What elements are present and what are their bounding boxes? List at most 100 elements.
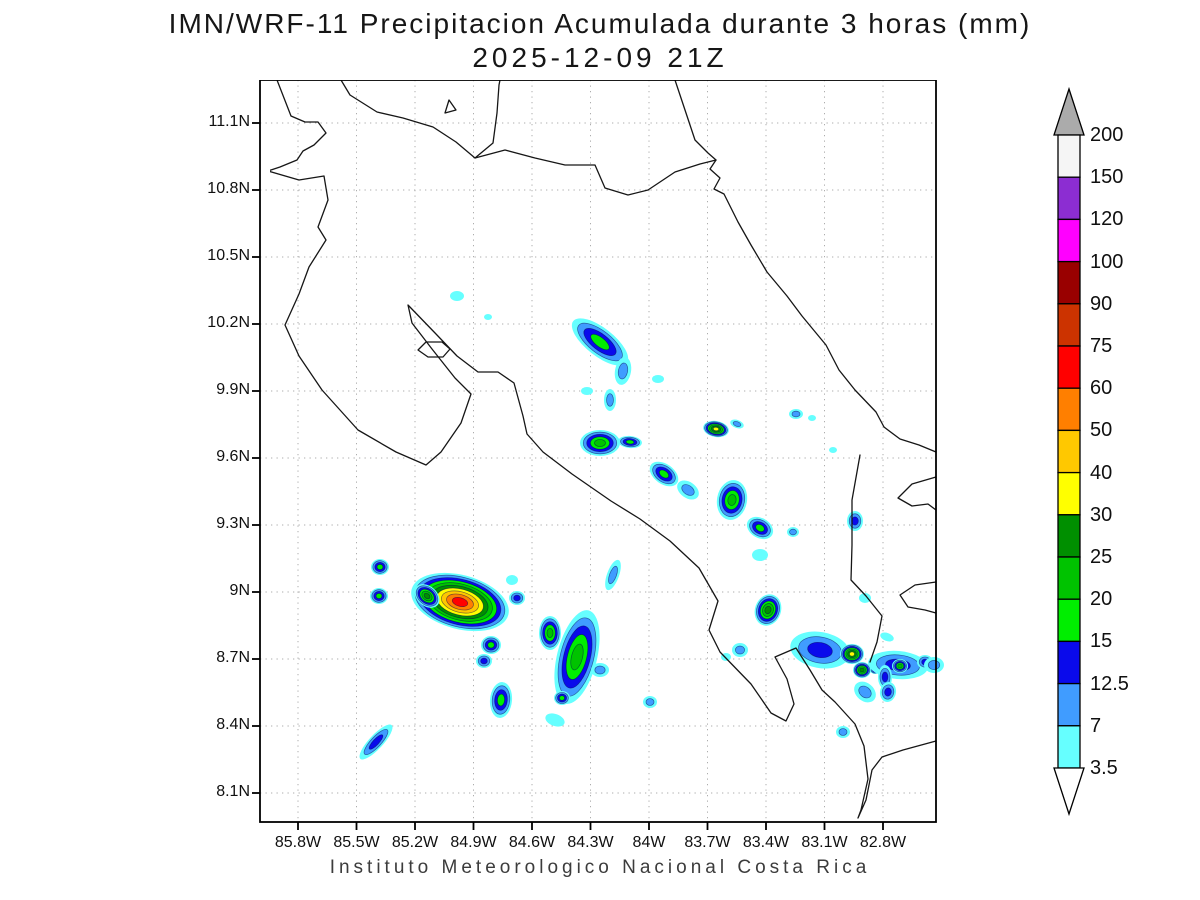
precip-contour-level-3: [658, 469, 670, 479]
coastline-pacific-main: [270, 80, 937, 819]
precip-contour-level-2: [480, 657, 488, 665]
coastline-layer: [270, 80, 937, 819]
lon-label: 85.8W: [274, 834, 322, 851]
lat-label: 9.3N: [216, 515, 250, 532]
lat-label: 9.6N: [216, 448, 250, 465]
precip-contour-level-0: [545, 713, 565, 727]
colorbar-label: 150: [1090, 166, 1124, 189]
precip-contour-level-1: [608, 565, 618, 585]
lat-label: 10.5N: [207, 247, 250, 264]
precip-contour-level-0: [829, 447, 837, 453]
coastline-lake-arenal: [417, 341, 451, 358]
precip-contour-level-5: [764, 605, 772, 615]
colorbar-cell: [1057, 260, 1081, 305]
precip-contour-level-0: [880, 632, 894, 642]
precip-contour-level-9: [451, 597, 469, 607]
institution-caption: Instituto Meteorologico Nacional Costa R…: [329, 857, 871, 878]
colorbar-cell: [1057, 218, 1081, 263]
coastline-panama-border: [850, 454, 883, 663]
colorbar-cell: [1057, 556, 1081, 600]
lon-label: 84W: [632, 834, 666, 851]
colorbar-label: 50: [1090, 419, 1113, 442]
lon-label: 84.3W: [567, 834, 614, 851]
colorbar-label: 20: [1090, 588, 1113, 611]
precip-contour-level-1: [927, 660, 941, 670]
colorbar-cell: [1057, 725, 1081, 769]
precip-contour-level-2: [368, 734, 384, 750]
precip-contour-level-3: [487, 641, 495, 649]
colorbar-cell: [1057, 345, 1081, 389]
lat-label: 8.1N: [216, 783, 250, 800]
lat-label: 11.1N: [208, 113, 250, 130]
lon-label: 83.1W: [801, 834, 848, 851]
precip-contour-level-0: [808, 415, 816, 421]
colorbar-label: 7: [1090, 714, 1102, 737]
precip-contour-level-1: [681, 484, 695, 496]
precip-contour-level-3: [559, 695, 565, 701]
precip-contour-level-0: [859, 593, 871, 603]
colorbar-label: 60: [1090, 377, 1113, 400]
precip-contour-level-1: [645, 698, 655, 706]
precip-contour-level-3: [376, 564, 384, 570]
precipitation-cells: [359, 291, 944, 760]
colorbar-label: 12.5: [1090, 672, 1129, 695]
lon-label: 83.4W: [742, 834, 790, 851]
precip-contour-level-2: [807, 641, 833, 659]
colorbar-cell: [1057, 471, 1081, 516]
colorbar-cell: [1057, 303, 1081, 347]
precip-contour-level-6: [849, 651, 855, 657]
precip-contour-level-4: [594, 439, 606, 447]
coastline-lake-nicaragua: [340, 80, 501, 159]
colorbar-cell: [1057, 598, 1081, 643]
precip-contour-level-3: [755, 523, 765, 533]
colorbar-label: 3.5: [1090, 757, 1118, 779]
precip-contour-level-4: [727, 494, 737, 506]
precip-contour-level-1: [617, 362, 629, 380]
colorbar-cell: [1057, 387, 1081, 432]
colorbar-cell: [1057, 514, 1081, 558]
lat-label: 10.2N: [207, 314, 250, 331]
coastline-bocas-hook: [897, 476, 937, 511]
precip-contour-level-2: [513, 594, 521, 602]
coastline-caribbean: [674, 80, 937, 453]
lon-label: 83.7W: [684, 834, 731, 851]
precip-contour-level-1: [606, 393, 614, 407]
coastline-panama-stub: [899, 581, 937, 614]
colorbar-cell: [1057, 640, 1081, 685]
colorbar-label: 75: [1090, 335, 1113, 357]
precip-contour-level-4: [897, 663, 903, 669]
chart-title: IMN/WRF-11 Precipitacion Acumulada duran…: [168, 8, 1032, 39]
axis-ticks: [252, 122, 884, 830]
precip-contour-level-3: [625, 439, 635, 445]
colorbar-cell: [1057, 176, 1081, 221]
precip-contour-level-1: [791, 410, 801, 418]
precipitation-colorbar: [1053, 86, 1085, 817]
colorbar-label: 15: [1090, 630, 1113, 653]
precip-contour-level-3: [375, 593, 383, 599]
lon-label: 85.5W: [333, 834, 380, 851]
colorbar-label: 30: [1090, 503, 1113, 526]
costa-rica-precipitation-map: [252, 80, 944, 830]
precip-contour-level-2: [881, 671, 889, 683]
colorbar-label: 120: [1090, 208, 1124, 231]
lon-label: 82.8W: [859, 834, 907, 851]
precip-contour-level-0: [450, 291, 464, 301]
precip-contour-level-0: [652, 375, 664, 383]
precip-contour-level-4: [570, 643, 584, 671]
precip-contour-level-5: [423, 592, 431, 600]
coastline-island-triangle: [444, 99, 457, 114]
precip-contour-level-2: [884, 687, 892, 697]
precip-contour-level-0: [752, 549, 768, 561]
chart-subtitle-datetime: 2025-12-09 21Z: [472, 42, 728, 73]
precip-contour-level-4: [546, 627, 554, 639]
precip-contour-level-1: [789, 528, 797, 536]
precip-contour-level-0: [581, 387, 593, 395]
lon-label: 85.2W: [391, 834, 439, 851]
colorbar-label: 25: [1090, 546, 1113, 568]
precip-contour-level-1: [858, 685, 872, 699]
lon-label: 84.6W: [508, 834, 556, 851]
precip-contour-level-6: [712, 426, 720, 432]
precip-contour-level-5: [859, 667, 865, 673]
map-frame: [259, 80, 937, 823]
